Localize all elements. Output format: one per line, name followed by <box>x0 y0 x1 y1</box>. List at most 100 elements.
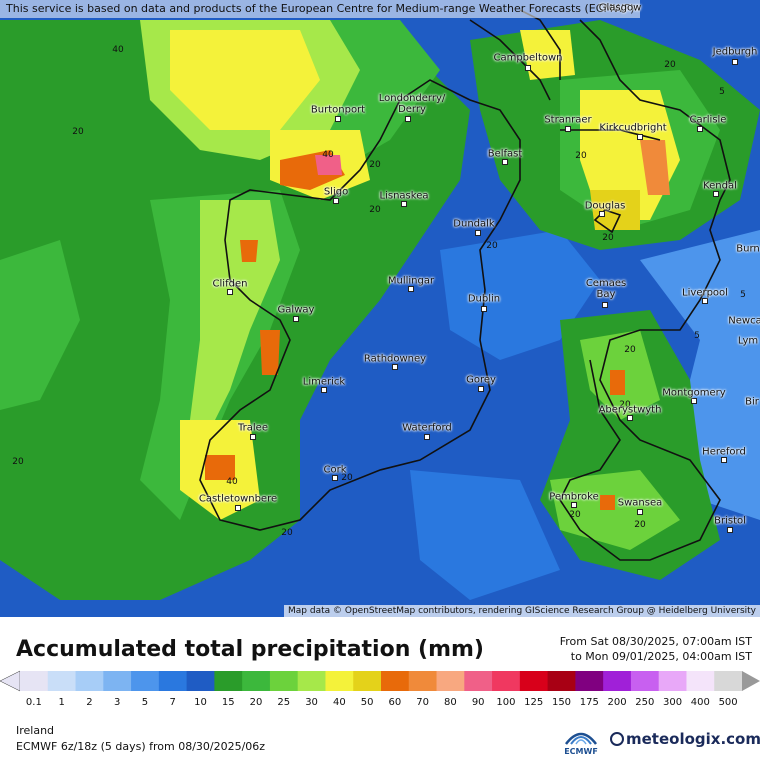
city-label[interactable]: Bir <box>745 396 759 408</box>
legend-tick-label: 30 <box>305 697 318 708</box>
city-marker <box>235 505 241 511</box>
city-label[interactable]: Dundalk <box>453 218 495 230</box>
city-label[interactable]: Stranraer <box>544 114 592 126</box>
city-label[interactable]: Pembroke <box>549 491 599 503</box>
city-label[interactable]: Limerick <box>302 376 346 388</box>
contour-label: 20 <box>281 528 293 538</box>
legend-arrow-left <box>0 670 21 692</box>
city-marker <box>335 116 341 122</box>
city-label[interactable]: Swansea <box>617 497 663 509</box>
city-label[interactable]: Campbeltown <box>493 52 563 64</box>
city-marker <box>401 201 407 207</box>
brand-logo[interactable]: meteologix.com <box>610 730 760 748</box>
contour-label: 20 <box>341 473 353 483</box>
legend-tick-label: 0.1 <box>25 697 42 708</box>
city-marker <box>691 398 697 404</box>
city-label[interactable]: Clifden <box>212 278 248 290</box>
legend-swatch <box>464 671 493 691</box>
city-label[interactable]: Lisnaskea <box>379 190 429 202</box>
contour-label: 40 <box>226 477 238 487</box>
very-heavy-rain-area <box>590 190 640 230</box>
city-label[interactable]: Kendal <box>703 180 737 192</box>
map-attribution[interactable]: Map data © OpenStreetMap contributors, r… <box>284 605 760 617</box>
city-marker <box>332 475 338 481</box>
ecmwf-logo: ECMWF <box>556 726 606 756</box>
legend-swatch <box>547 671 576 691</box>
city-label[interactable]: Tralee <box>238 422 268 434</box>
city-label[interactable]: Glasgow <box>598 2 642 14</box>
city-label[interactable]: Cork <box>323 464 347 476</box>
city-label[interactable]: Liverpool <box>682 287 728 299</box>
city-marker <box>602 302 608 308</box>
city-label[interactable]: Dublin <box>467 293 501 305</box>
legend-tick-label: 300 <box>663 697 683 708</box>
city-marker <box>727 527 733 533</box>
chart-title: Accumulated total precipitation (mm) <box>16 637 484 662</box>
contour-label: 20 <box>624 345 636 355</box>
city-label[interactable]: Hereford <box>702 446 746 458</box>
brand-logo-text: meteologix.com <box>626 730 760 748</box>
city-label[interactable]: Sligo <box>323 186 349 198</box>
legend-tick-label: 175 <box>579 697 599 708</box>
legend-swatch <box>381 671 410 691</box>
extreme-rain-area <box>315 155 342 175</box>
city-label[interactable]: Galway <box>277 304 315 316</box>
city-marker <box>627 415 633 421</box>
legend-tick-label: 25 <box>277 697 291 708</box>
city-marker <box>250 434 256 440</box>
legend-swatch <box>575 671 604 691</box>
extreme-rain-area <box>205 455 235 480</box>
city-label[interactable]: Kirkcudbright <box>599 122 667 134</box>
legend-swatch <box>20 671 49 691</box>
city-label[interactable]: Burn <box>736 243 760 255</box>
extreme-rain-area <box>600 495 615 510</box>
legend-tick-label: 150 <box>551 697 572 708</box>
city-marker <box>637 134 643 140</box>
city-marker <box>481 306 487 312</box>
city-marker <box>732 59 738 65</box>
legend-swatch <box>297 671 326 691</box>
legend-swatch <box>103 671 132 691</box>
contour-label: 20 <box>619 400 631 410</box>
city-label[interactable]: Gorey <box>466 374 496 386</box>
precipitation-map[interactable]: This service is based on data and produc… <box>0 0 760 617</box>
contour-label: 20 <box>12 457 24 467</box>
moderate-rain-area <box>0 240 80 410</box>
contour-label: 40 <box>322 150 334 160</box>
legend-tick-label: 100 <box>496 697 516 708</box>
city-label[interactable]: Mullingar <box>387 275 435 287</box>
legend-tick-label: 400 <box>690 697 710 708</box>
city-label[interactable]: Newca <box>728 315 760 327</box>
legend-tick-label: 1 <box>58 697 65 708</box>
city-label[interactable]: Rathdowney <box>363 353 427 365</box>
city-marker <box>721 457 727 463</box>
legend-swatch <box>492 671 521 691</box>
city-label[interactable]: Jedburgh <box>712 46 758 58</box>
city-marker <box>424 434 430 440</box>
city-label[interactable]: Cemaes Bay <box>585 278 627 300</box>
city-label[interactable]: Montgomery <box>662 387 726 399</box>
contour-label: 5 <box>740 290 746 300</box>
legend-tick-label: 10 <box>194 697 207 708</box>
legend-swatch <box>47 671 77 691</box>
city-label[interactable]: Lym <box>737 335 759 347</box>
ecmwf-notice: This service is based on data and produc… <box>0 0 641 18</box>
city-label[interactable]: Aberystwyth <box>598 404 662 416</box>
contour-label: 40 <box>112 45 124 55</box>
legend-ticks: 0.1 1 2 3 5 7 10 15 20 25 30 40 50 60 70 80 90 100 125 150 1… <box>0 697 760 711</box>
city-marker <box>502 159 508 165</box>
city-label[interactable]: Douglas <box>584 200 626 212</box>
city-label[interactable]: Burtonport <box>310 104 366 116</box>
city-label[interactable]: Belfast <box>487 148 523 160</box>
legend-swatch <box>242 671 271 691</box>
city-label[interactable]: Carlisle <box>689 114 727 126</box>
legend-swatch <box>158 671 188 691</box>
city-label[interactable]: Bristol <box>714 515 746 527</box>
color-legend <box>0 670 760 692</box>
city-label[interactable]: Castletownbere <box>198 493 278 505</box>
city-label[interactable]: Waterford <box>402 422 452 434</box>
city-marker <box>697 126 703 132</box>
legend-tick-label: 15 <box>221 697 235 708</box>
city-label[interactable]: Londonderry/ Derry <box>378 93 446 115</box>
contour-label: 20 <box>634 520 646 530</box>
